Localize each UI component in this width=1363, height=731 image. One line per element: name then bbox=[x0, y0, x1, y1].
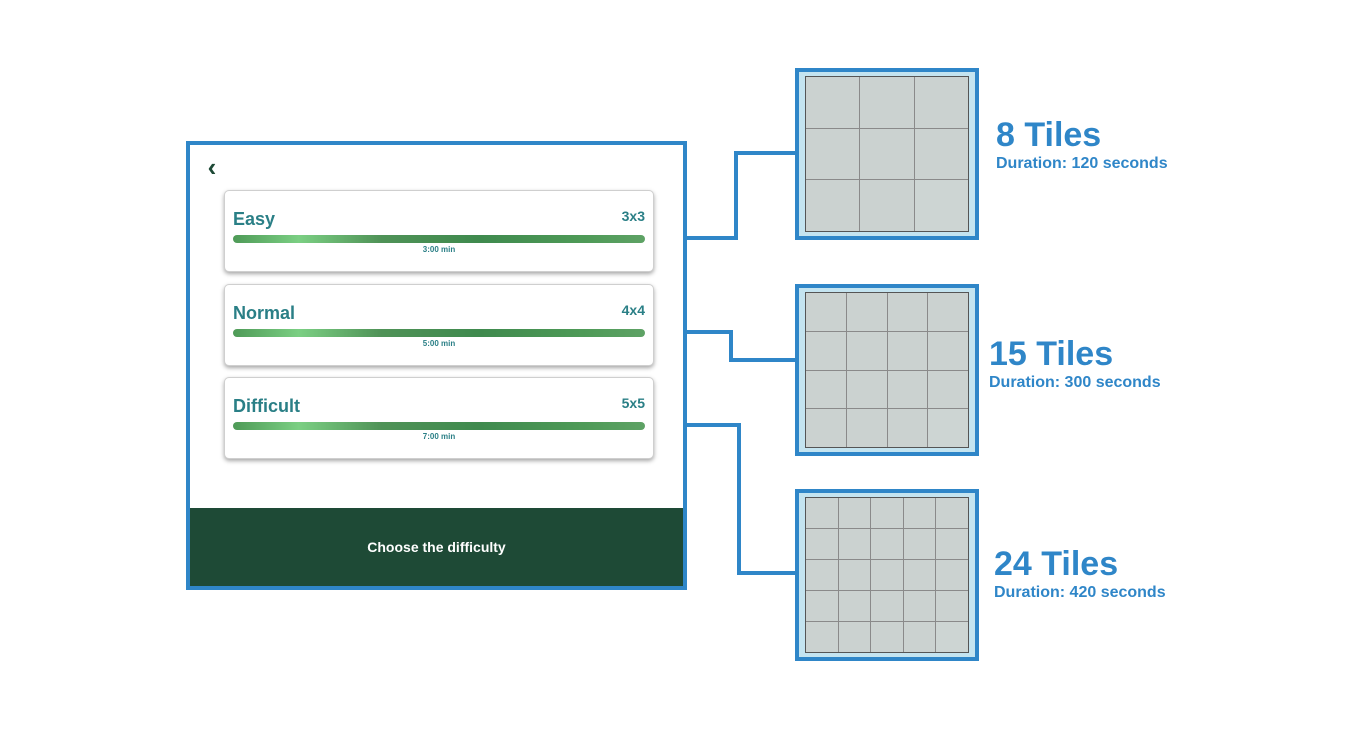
puzzle-tile bbox=[846, 370, 887, 409]
empty-slot bbox=[928, 409, 968, 447]
puzzle-tile bbox=[806, 622, 838, 652]
connector-difficult bbox=[658, 423, 798, 575]
puzzle-tile bbox=[806, 591, 838, 621]
empty-slot bbox=[914, 180, 968, 231]
time-limit: 5:00 min bbox=[422, 339, 456, 348]
empty-slot bbox=[936, 622, 968, 652]
connector-normal bbox=[658, 330, 798, 362]
puzzle-tile bbox=[806, 370, 846, 409]
puzzle-tile bbox=[846, 331, 887, 370]
puzzle-board bbox=[805, 76, 969, 232]
difficulty-screen: ‹ Easy 3x3 3:00 min Normal 4x4 5:00 min … bbox=[186, 141, 687, 590]
puzzle-tile bbox=[887, 331, 928, 370]
puzzle-tile bbox=[806, 529, 838, 559]
puzzle-tile bbox=[860, 128, 914, 180]
preview-info-easy: 8 Tiles Duration: 120 seconds bbox=[996, 116, 1168, 174]
puzzle-tile bbox=[936, 529, 968, 559]
puzzle-tile bbox=[903, 529, 936, 559]
puzzle-tile bbox=[871, 622, 903, 652]
grid-size: 3x3 bbox=[621, 208, 645, 224]
difficulty-label: Normal bbox=[233, 303, 296, 323]
puzzle-tile bbox=[887, 293, 928, 331]
puzzle-tile bbox=[871, 591, 903, 621]
tiles-count: 15 Tiles bbox=[989, 335, 1114, 373]
puzzle-tile bbox=[806, 128, 860, 180]
puzzle-tile bbox=[806, 331, 846, 370]
difficulty-bar bbox=[233, 235, 645, 243]
puzzle-tile bbox=[846, 293, 887, 331]
puzzle-tile bbox=[838, 591, 871, 621]
puzzle-tile bbox=[914, 77, 968, 128]
puzzle-tile bbox=[838, 498, 871, 528]
puzzle-preview-3x3 bbox=[795, 68, 979, 240]
puzzle-tile bbox=[887, 370, 928, 409]
puzzle-tile bbox=[928, 370, 968, 409]
tiles-count: 8 Tiles bbox=[996, 116, 1102, 154]
puzzle-tile bbox=[846, 409, 887, 447]
puzzle-tile bbox=[838, 529, 871, 559]
puzzle-tile bbox=[936, 498, 968, 528]
puzzle-board bbox=[805, 292, 969, 448]
puzzle-tile bbox=[871, 560, 903, 590]
footer-text: Choose the difficulty bbox=[367, 539, 506, 555]
puzzle-tile bbox=[914, 128, 968, 180]
chevron-left-icon: ‹ bbox=[207, 152, 217, 182]
puzzle-tile bbox=[860, 180, 914, 231]
puzzle-tile bbox=[838, 560, 871, 590]
connector-easy bbox=[658, 151, 798, 240]
puzzle-tile bbox=[806, 560, 838, 590]
puzzle-tile bbox=[806, 409, 846, 447]
puzzle-tile bbox=[806, 498, 838, 528]
grid-size: 5x5 bbox=[621, 395, 645, 411]
preview-info-normal: 15 Tiles Duration: 300 seconds bbox=[989, 335, 1161, 393]
grid-size: 4x4 bbox=[621, 302, 645, 318]
difficulty-bar bbox=[233, 329, 645, 337]
puzzle-tile bbox=[871, 498, 903, 528]
difficulty-bar bbox=[233, 422, 645, 430]
footer-banner: Choose the difficulty bbox=[190, 508, 683, 586]
time-limit: 7:00 min bbox=[422, 432, 456, 441]
puzzle-tile bbox=[806, 77, 860, 128]
difficulty-card-difficult[interactable]: Difficult 5x5 7:00 min bbox=[224, 377, 654, 459]
puzzle-tile bbox=[838, 622, 871, 652]
puzzle-tile bbox=[928, 293, 968, 331]
back-button[interactable]: ‹ bbox=[200, 153, 224, 181]
puzzle-tile bbox=[860, 77, 914, 128]
time-limit: 3:00 min bbox=[422, 245, 456, 254]
duration: Duration: 300 seconds bbox=[989, 374, 1161, 391]
puzzle-tile bbox=[936, 591, 968, 621]
puzzle-tile bbox=[871, 529, 903, 559]
puzzle-tile bbox=[887, 409, 928, 447]
difficulty-label: Easy bbox=[233, 209, 276, 229]
duration: Duration: 420 seconds bbox=[994, 584, 1166, 601]
puzzle-tile bbox=[903, 498, 936, 528]
duration: Duration: 120 seconds bbox=[996, 155, 1168, 172]
puzzle-board bbox=[805, 497, 969, 653]
puzzle-tile bbox=[806, 293, 846, 331]
puzzle-tile bbox=[806, 180, 860, 231]
puzzle-tile bbox=[903, 560, 936, 590]
difficulty-label: Difficult bbox=[233, 396, 300, 416]
puzzle-tile bbox=[903, 622, 936, 652]
difficulty-card-easy[interactable]: Easy 3x3 3:00 min bbox=[224, 190, 654, 272]
puzzle-tile bbox=[928, 331, 968, 370]
preview-info-difficult: 24 Tiles Duration: 420 seconds bbox=[994, 545, 1166, 603]
puzzle-preview-4x4 bbox=[795, 284, 979, 456]
difficulty-card-normal[interactable]: Normal 4x4 5:00 min bbox=[224, 284, 654, 366]
tiles-count: 24 Tiles bbox=[994, 545, 1119, 583]
puzzle-tile bbox=[903, 591, 936, 621]
puzzle-tile bbox=[936, 560, 968, 590]
puzzle-preview-5x5 bbox=[795, 489, 979, 661]
